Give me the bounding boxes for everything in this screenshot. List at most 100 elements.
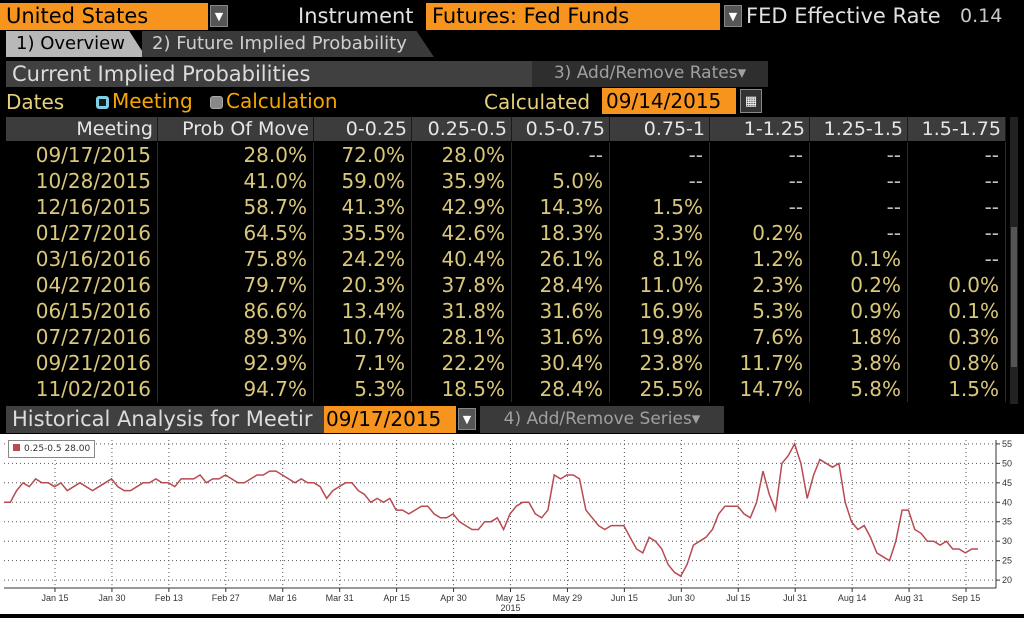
- meeting-date-cell: 06/15/2016: [6, 298, 158, 324]
- instrument-dropdown-button[interactable]: ▼: [724, 5, 742, 27]
- x-tick-label: Sep 15: [952, 593, 981, 603]
- meeting-date-cell: 09/17/2015: [6, 142, 158, 168]
- probability-cell: 64.5%: [158, 220, 314, 246]
- probability-cell: 40.4%: [412, 246, 512, 272]
- probability-cell: 89.3%: [158, 324, 314, 350]
- probability-cell: --: [810, 142, 908, 168]
- column-header[interactable]: 1.5-1.75: [908, 117, 1006, 141]
- probability-cell: 0.1%: [908, 298, 1006, 324]
- radio-selected-icon: [96, 96, 109, 109]
- probability-cell: --: [710, 142, 810, 168]
- country-dropdown-button[interactable]: ▼: [210, 5, 228, 27]
- probability-cell: 20.3%: [314, 272, 412, 298]
- table-row[interactable]: 09/17/2015 28.0% 72.0% 28.0% -- -- -- -- --: [6, 142, 1006, 168]
- table-row[interactable]: 07/27/2016 89.3% 10.7% 28.1% 31.6% 19.8% 7.6% 1…: [6, 324, 1006, 350]
- x-tick-label: Feb 27: [212, 593, 240, 603]
- probability-cell: 0.0%: [908, 272, 1006, 298]
- probability-cell: 5.8%: [810, 376, 908, 402]
- tab-future-implied-probability[interactable]: 2) Future Implied Probability: [142, 31, 434, 57]
- y-tick-label: 40: [1002, 497, 1012, 507]
- x-tick-label: Aug 31: [895, 593, 924, 603]
- column-header[interactable]: 1-1.25: [710, 117, 810, 141]
- column-header[interactable]: Meeting: [6, 117, 158, 141]
- table-row[interactable]: 09/21/2016 92.9% 7.1% 22.2% 30.4% 23.8% 11.7% 3…: [6, 350, 1006, 376]
- rate-value: 0.14: [960, 5, 1003, 27]
- probability-cell: 18.3%: [512, 220, 610, 246]
- column-header[interactable]: 0-0.25: [314, 117, 412, 141]
- scrollbar-thumb[interactable]: [1011, 227, 1017, 367]
- probability-cell: 11.7%: [710, 350, 810, 376]
- column-header[interactable]: 0.75-1: [610, 117, 710, 141]
- x-tick-label: May 15: [496, 593, 526, 603]
- probability-cell: 23.8%: [610, 350, 710, 376]
- probability-cell: 25.5%: [610, 376, 710, 402]
- probability-cell: 28.0%: [412, 142, 512, 168]
- dates-label: Dates: [6, 90, 65, 114]
- historical-meeting-select[interactable]: 09/17/2015: [324, 406, 456, 433]
- country-select[interactable]: United States: [0, 3, 208, 30]
- column-header[interactable]: 1.25-1.5: [810, 117, 908, 141]
- meeting-date-cell: 07/27/2016: [6, 324, 158, 350]
- table-row[interactable]: 03/16/2016 75.8% 24.2% 40.4% 26.1% 8.1% 1.2% 0.…: [6, 246, 1006, 272]
- radio-unselected-icon: [210, 96, 223, 109]
- tab-overview[interactable]: 1) Overview: [6, 31, 146, 57]
- instrument-select[interactable]: Futures: Fed Funds: [426, 3, 720, 30]
- meeting-date-cell: 03/16/2016: [6, 246, 158, 272]
- add-remove-rates-button[interactable]: 3) Add/Remove Rates▾: [532, 61, 768, 87]
- historical-meeting-dropdown[interactable]: ▼: [458, 408, 476, 430]
- y-tick-label: 55: [1002, 439, 1012, 449]
- year-label: 2015: [500, 603, 520, 613]
- probability-cell: 19.8%: [610, 324, 710, 350]
- table-row[interactable]: 10/28/2015 41.0% 59.0% 35.9% 5.0% -- -- -- --: [6, 168, 1006, 194]
- probability-cell: --: [908, 168, 1006, 194]
- current-section-title: Current Implied Probabilities: [6, 61, 532, 87]
- table-row[interactable]: 11/02/2016 94.7% 5.3% 18.5% 28.4% 25.5% 14.7% 5…: [6, 376, 1006, 402]
- meeting-date-cell: 12/16/2015: [6, 194, 158, 220]
- probability-cell: 37.8%: [412, 272, 512, 298]
- probability-cell: 5.3%: [710, 298, 810, 324]
- radio-calculation[interactable]: Calculation: [210, 88, 338, 114]
- column-header[interactable]: 0.25-0.5: [412, 117, 512, 141]
- x-tick-label: Apr 30: [440, 593, 467, 603]
- add-remove-series-button[interactable]: 4) Add/Remove Series▾: [480, 406, 724, 433]
- x-tick-label: Mar 31: [326, 593, 354, 603]
- probability-cell: 1.5%: [610, 194, 710, 220]
- calculated-date-input[interactable]: 09/14/2015: [602, 88, 736, 114]
- radio-calculation-label: Calculation: [226, 89, 338, 113]
- chart-legend: 0.25-0.5 28.00: [8, 440, 96, 458]
- table-row[interactable]: 12/16/2015 58.7% 41.3% 42.9% 14.3% 1.5% -- -- --: [6, 194, 1006, 220]
- probability-cell: 10.7%: [314, 324, 412, 350]
- probability-cell: 35.5%: [314, 220, 412, 246]
- probability-cell: 86.6%: [158, 298, 314, 324]
- probability-cell: 0.1%: [810, 246, 908, 272]
- probability-cell: 18.5%: [412, 376, 512, 402]
- table-row[interactable]: 01/27/2016 64.5% 35.5% 42.6% 18.3% 3.3% 0.2% --…: [6, 220, 1006, 246]
- probability-cell: 7.6%: [710, 324, 810, 350]
- probability-cell: 11.0%: [610, 272, 710, 298]
- probability-cell: 31.8%: [412, 298, 512, 324]
- line-chart: 20 25 30 35 40 45 50 55 Jan 15 Jan 30 Feb 13 Feb 27…: [4, 439, 1012, 613]
- probability-cell: 41.0%: [158, 168, 314, 194]
- x-tick-label: Jun 30: [668, 593, 695, 603]
- column-header[interactable]: Prob Of Move: [158, 117, 314, 141]
- table-row[interactable]: 06/15/2016 86.6% 13.4% 31.8% 31.6% 16.9% 5.3% 0…: [6, 298, 1006, 324]
- probability-cell: 8.1%: [610, 246, 710, 272]
- probability-cell: --: [908, 142, 1006, 168]
- column-header[interactable]: 0.5-0.75: [512, 117, 610, 141]
- x-tick-label: Jan 30: [98, 593, 125, 603]
- probability-cell: 0.2%: [710, 220, 810, 246]
- meeting-date-cell: 11/02/2016: [6, 376, 158, 402]
- probability-cell: 5.3%: [314, 376, 412, 402]
- probability-cell: --: [908, 246, 1006, 272]
- table-scrollbar[interactable]: [1010, 117, 1018, 404]
- radio-meeting[interactable]: Meeting: [96, 88, 193, 114]
- probability-cell: 75.8%: [158, 246, 314, 272]
- calendar-button[interactable]: ▦: [740, 89, 762, 113]
- probability-cell: 5.0%: [512, 168, 610, 194]
- probability-cell: 1.2%: [710, 246, 810, 272]
- probability-cell: 72.0%: [314, 142, 412, 168]
- probability-cell: 1.8%: [810, 324, 908, 350]
- probability-cell: 3.8%: [810, 350, 908, 376]
- x-tick-label: Jul 15: [726, 593, 750, 603]
- table-row[interactable]: 04/27/2016 79.7% 20.3% 37.8% 28.4% 11.0% 2.3% 0…: [6, 272, 1006, 298]
